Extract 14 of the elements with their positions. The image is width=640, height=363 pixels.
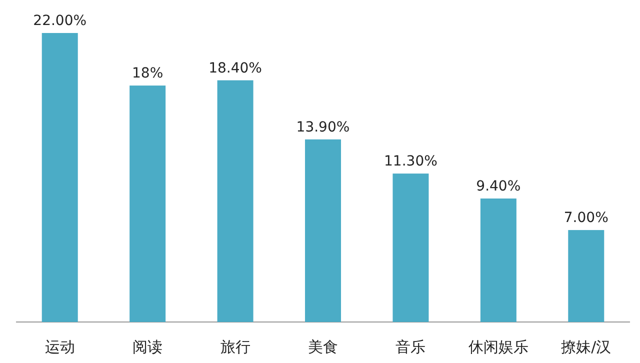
data-label: 13.90% xyxy=(296,119,350,136)
x-tick-label: 撩妹/汉 xyxy=(561,338,612,356)
data-label: 9.40% xyxy=(476,178,521,195)
x-tick-label: 音乐 xyxy=(396,338,426,356)
data-label: 18.40% xyxy=(208,60,262,76)
data-label: 22.00% xyxy=(33,13,87,29)
x-tick-label: 美食 xyxy=(308,338,338,356)
x-tick-label: 阅读 xyxy=(132,338,163,356)
x-tick-label: 运动 xyxy=(44,338,75,356)
x-tick-label: 休闲娱乐 xyxy=(468,338,528,356)
data-label: 11.30% xyxy=(384,154,438,170)
data-label: 7.00% xyxy=(564,210,608,226)
data-label: 18% xyxy=(132,66,164,82)
x-tick-label: 旅行 xyxy=(220,338,250,356)
